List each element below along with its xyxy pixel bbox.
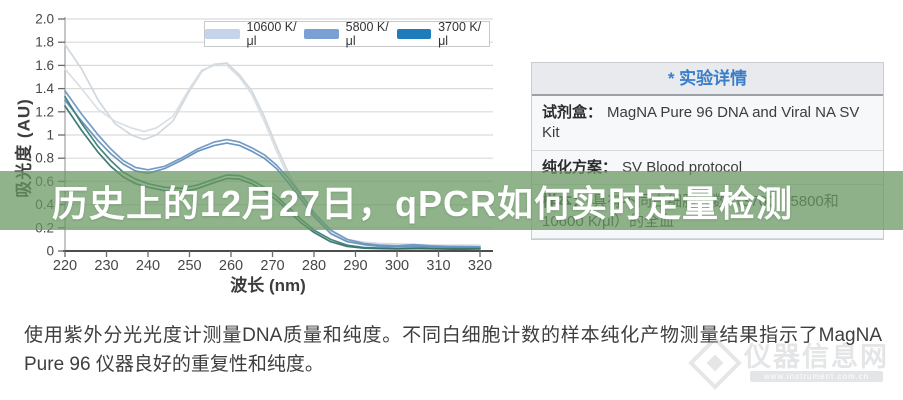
series-line-5800-rep2 (64, 99, 481, 249)
x-tick-label: 240 (136, 258, 160, 274)
series-line-5800-rep1 (64, 90, 481, 248)
watermark-diamond-icon (688, 335, 742, 390)
table-header: * 实验详情 (532, 63, 883, 96)
row-label: 试剂盒： (542, 104, 603, 121)
x-tick-label: 280 (302, 258, 326, 274)
y-tick-label: 1.6 (35, 58, 54, 73)
x-tick-label: 220 (53, 258, 77, 274)
x-tick-label: 250 (177, 258, 201, 274)
y-tick-label: 0.8 (35, 151, 54, 166)
x-tick-label: 230 (94, 258, 118, 274)
x-tick-label: 320 (468, 258, 492, 274)
legend-item: 3700 K/μl (396, 20, 489, 48)
y-tick-label: 0 (46, 244, 54, 259)
y-tick-label: 1.8 (35, 35, 54, 50)
title-banner: 历史上的12月27日，qPCR如何实时定量检测 (0, 171, 903, 230)
legend-label: 10600 K/μl (246, 20, 297, 48)
legend-swatch (304, 29, 339, 39)
y-tick-label: 1.2 (35, 104, 54, 119)
chart-legend: 10600 K/μl 5800 K/μl 3700 K/μl (204, 20, 490, 48)
y-tick-label: 1.4 (35, 81, 54, 96)
x-axis-title: 波长 (nm) (230, 275, 306, 295)
watermark-text-column: 仪器信息网 www.instrument.com.cn (744, 342, 889, 383)
watermark-url: www.instrument.com.cn (749, 371, 884, 383)
legend-item: 5800 K/μl (304, 20, 396, 48)
series-line-10600-rep2 (64, 64, 481, 247)
y-tick-label: 1 (46, 128, 54, 143)
legend-label: 3700 K/μl (438, 20, 482, 48)
row-value: MagNA Pure 96 DNA and Viral NA SV Kit (542, 104, 860, 142)
x-tick-label: 270 (260, 258, 284, 274)
x-tick-label: 310 (426, 258, 450, 274)
watermark: 仪器信息网 www.instrument.com.cn (688, 335, 889, 390)
table-row: 试剂盒： MagNA Pure 96 DNA and Viral NA SV Ki… (532, 96, 883, 151)
watermark-site-name: 仪器信息网 (744, 342, 889, 372)
x-tick-label: 290 (343, 258, 367, 274)
absorbance-chart: 2.01.81.61.41.210.80.60.40.2022023024025… (0, 0, 515, 305)
watermark-diamond-inner-icon (706, 354, 724, 372)
legend-swatch (205, 29, 240, 39)
figure-caption: 使用紫外分光光度计测量DNA质量和纯度。不同白细胞计数的样本纯化产物测量结果指示… (24, 325, 882, 375)
legend-item: 10600 K/μl (205, 20, 304, 48)
y-tick-label: 2.0 (35, 12, 54, 27)
banner-title: 历史上的12月27日，qPCR如何实时定量检测 (51, 182, 794, 224)
legend-label: 5800 K/μl (345, 20, 389, 48)
x-tick-label: 300 (385, 258, 409, 274)
legend-swatch (396, 29, 432, 39)
x-tick-label: 260 (219, 258, 243, 274)
